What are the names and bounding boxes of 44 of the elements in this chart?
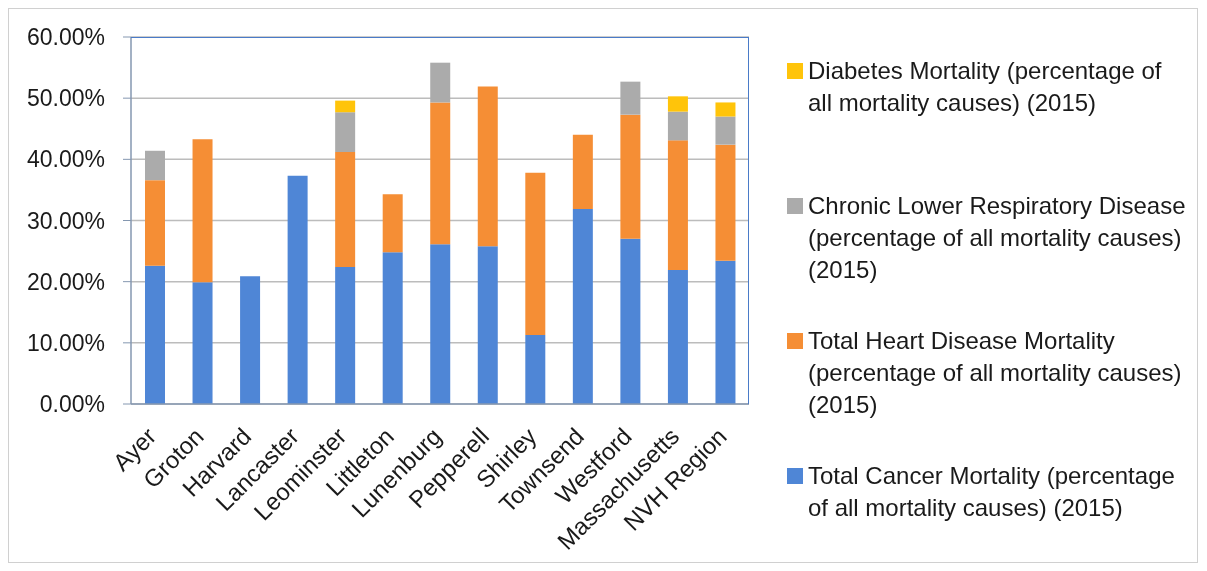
y-tick-label: 0.00% — [39, 391, 105, 418]
bar — [525, 172, 546, 335]
bar — [572, 208, 593, 404]
bar — [192, 139, 213, 283]
bar — [715, 116, 736, 145]
bar — [477, 246, 498, 404]
bar — [620, 81, 641, 115]
bar — [240, 276, 261, 404]
y-tick-label: 60.00% — [26, 24, 105, 51]
bar — [715, 144, 736, 261]
y-tick-label: 20.00% — [26, 268, 105, 295]
bar — [192, 282, 213, 404]
bar — [430, 102, 451, 245]
bar — [667, 270, 688, 404]
bar — [145, 265, 165, 404]
bar — [335, 112, 356, 152]
bar — [572, 134, 593, 209]
bar — [477, 86, 498, 247]
bar — [620, 238, 641, 404]
y-tick-label: 40.00% — [26, 146, 105, 173]
bar — [620, 114, 641, 239]
bar — [667, 140, 688, 271]
bar — [287, 175, 308, 404]
y-tick-label: 30.00% — [26, 207, 105, 234]
bar — [382, 194, 403, 253]
legend-label: Diabetes Mortality (percentage of all mortality causes) (2015) — [808, 56, 1163, 118]
bar — [715, 102, 736, 117]
bar — [145, 150, 165, 181]
bar — [667, 96, 688, 112]
legend-label: Chronic Lower Respiratory Disease (percentage of all mortality causes) (2015) — [808, 191, 1187, 285]
bar — [430, 244, 451, 404]
bar — [525, 334, 546, 404]
bar — [715, 260, 736, 404]
bar — [335, 266, 356, 404]
y-tick-label: 50.00% — [26, 85, 105, 112]
bar — [335, 151, 356, 267]
bar — [382, 252, 403, 404]
legend-label: Total Cancer Mortality (percentage of all mortality causes) (2015) — [808, 461, 1176, 523]
y-tick-label: 10.00% — [26, 330, 105, 356]
bar — [430, 62, 451, 103]
legend-label: Total Heart Disease Mortality (percentage of all mortality causes) (2015) — [808, 326, 1183, 420]
bar — [335, 100, 356, 113]
bar — [145, 180, 165, 266]
bar — [667, 111, 688, 141]
